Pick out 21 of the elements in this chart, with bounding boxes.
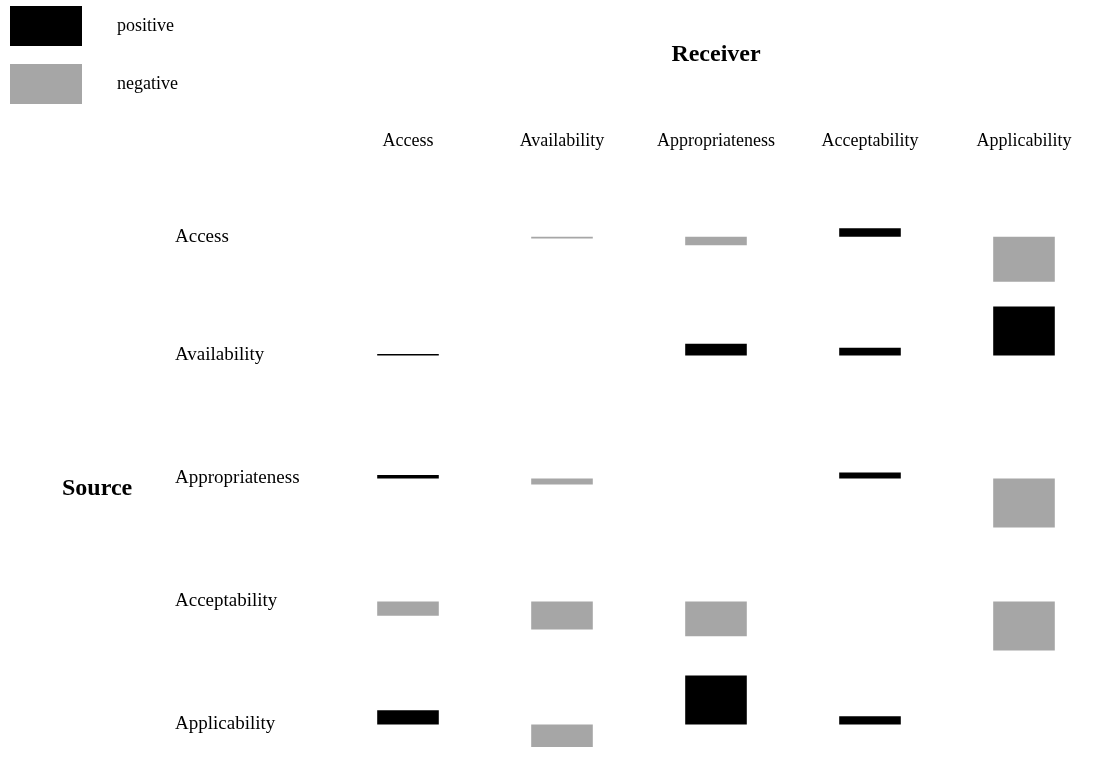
x-tick-label: Appropriateness — [657, 129, 775, 150]
y-axis-title: Access — [175, 224, 229, 246]
text: Source — [62, 473, 133, 500]
bar — [685, 343, 747, 356]
chart-title: Receiver — [671, 40, 761, 67]
y-axis-title: Acceptability — [175, 589, 278, 611]
bar — [839, 716, 901, 725]
legend-label: positive — [117, 14, 175, 35]
bar — [377, 710, 439, 725]
bar — [993, 306, 1055, 356]
x-tick-label: Availability — [519, 129, 605, 150]
x-tick-label: Access — [382, 129, 434, 150]
y-axis-title: Availability — [175, 343, 265, 365]
y-axis-title: Appropriateness — [175, 466, 300, 488]
bar — [531, 724, 593, 748]
bar — [839, 347, 901, 356]
y-axis-title: Applicability — [175, 712, 276, 734]
bar — [685, 675, 747, 725]
legend-label: negative — [117, 72, 178, 93]
x-tick-label: Applicability — [976, 129, 1072, 150]
x-tick-label: Acceptability — [821, 129, 919, 150]
